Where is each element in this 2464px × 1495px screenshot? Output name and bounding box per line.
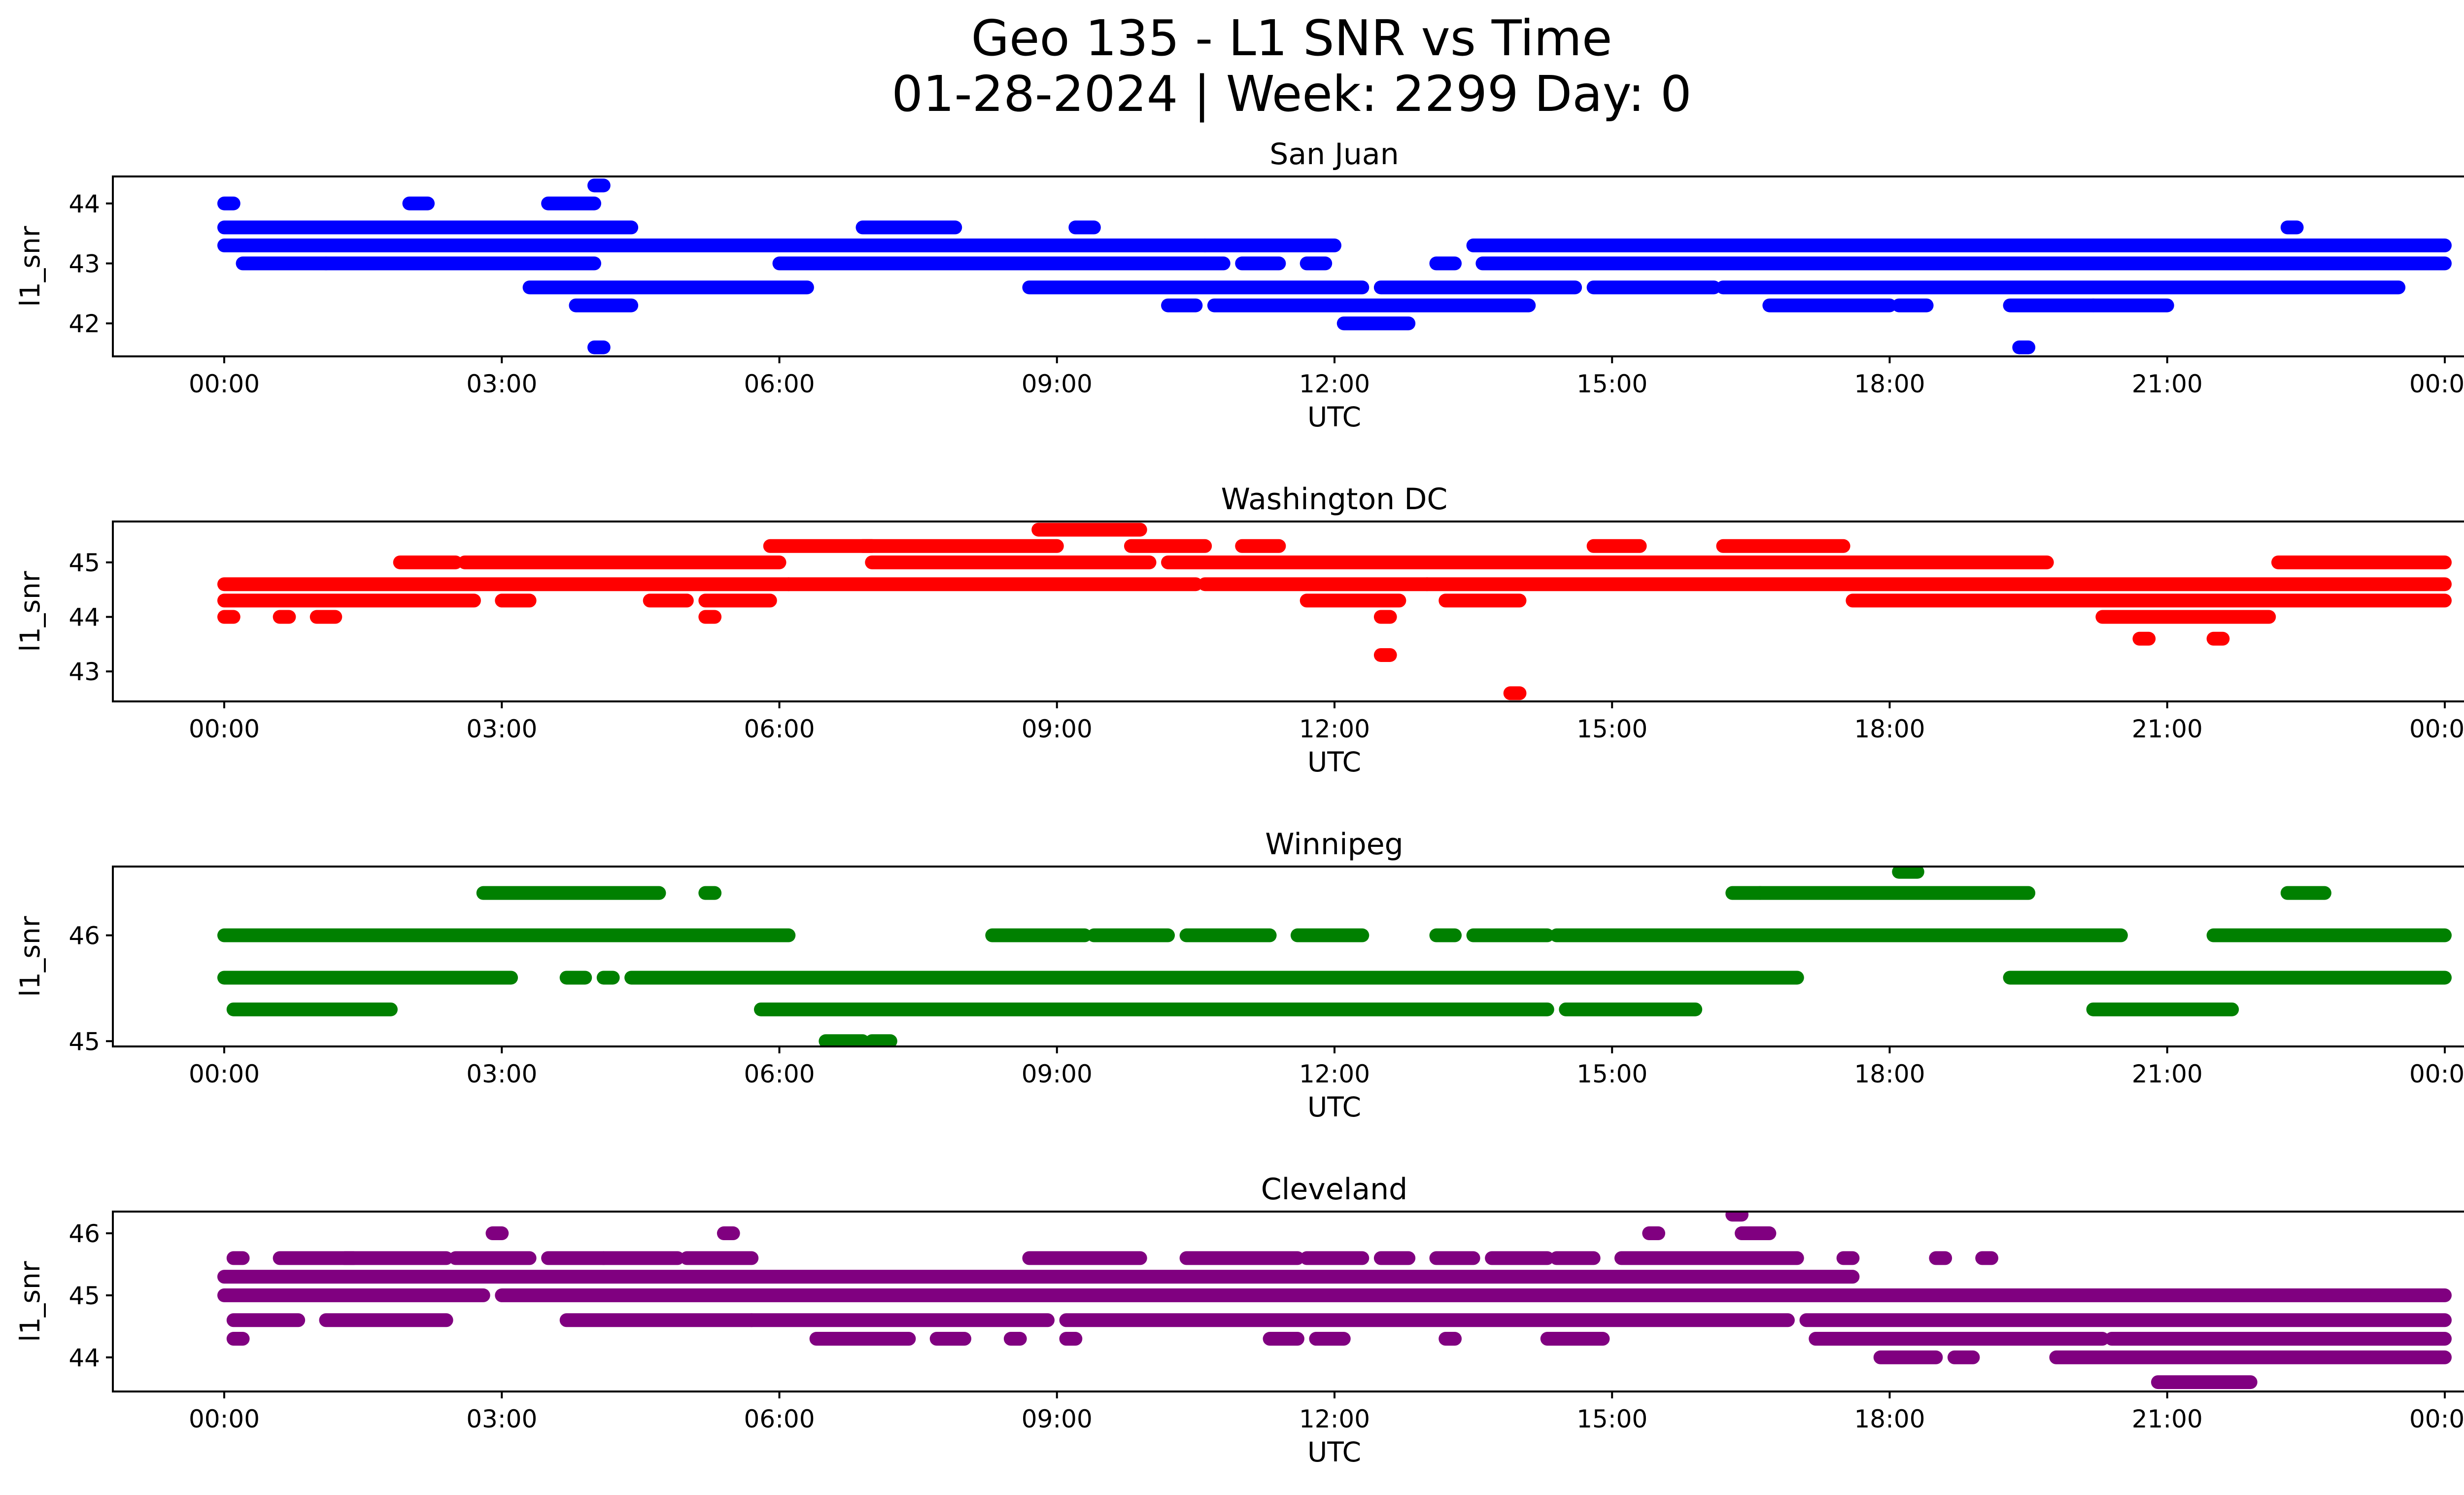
figure-title-line-1: Geo 135 - L1 SNR vs Time bbox=[971, 9, 1612, 67]
x-tick-label: 06:00 bbox=[744, 1060, 815, 1088]
y-tick-label: 46 bbox=[68, 922, 100, 950]
x-tick-label: 00:00 bbox=[2409, 1060, 2464, 1088]
x-tick-label: 00:00 bbox=[189, 1405, 260, 1433]
data-points bbox=[217, 178, 2452, 354]
subplot-title: San Juan bbox=[1269, 137, 1399, 172]
data-points bbox=[217, 522, 2452, 700]
x-tick-label: 15:00 bbox=[1576, 1060, 1647, 1088]
y-tick-label: 45 bbox=[68, 549, 100, 577]
y-tick-label: 46 bbox=[68, 1219, 100, 1248]
y-tick-label: 42 bbox=[68, 310, 100, 338]
subplot-winnipeg: Winnipeg 00:00 03:00 06:00 09:00 12:00 15:00 18… bbox=[14, 827, 2464, 1123]
x-tick-label: 12:00 bbox=[1299, 715, 1370, 743]
x-axis-label: UTC bbox=[1307, 746, 1361, 778]
x-tick-label: 06:00 bbox=[744, 715, 815, 743]
y-axis-label: l1_snr bbox=[14, 571, 46, 652]
x-tick-label: 21:00 bbox=[2132, 1405, 2203, 1433]
x-tick-label: 21:00 bbox=[2132, 1060, 2203, 1088]
subplot-title: Winnipeg bbox=[1265, 827, 1403, 862]
x-tick-label: 09:00 bbox=[1022, 370, 1093, 398]
plot-frame bbox=[112, 866, 2464, 1047]
y-axis-label: l1_snr bbox=[14, 1261, 46, 1342]
x-tick-label: 15:00 bbox=[1576, 715, 1647, 743]
x-tick-label: 18:00 bbox=[1854, 1405, 1925, 1433]
x-tick-label: 09:00 bbox=[1022, 715, 1093, 743]
x-tick-label: 03:00 bbox=[466, 370, 537, 398]
data-points bbox=[217, 1212, 2452, 1390]
x-tick-label: 12:00 bbox=[1299, 370, 1370, 398]
y-tick-label: 43 bbox=[68, 249, 100, 278]
x-tick-label: 12:00 bbox=[1299, 1060, 1370, 1088]
x-tick-label: 00:00 bbox=[2409, 1405, 2464, 1433]
x-tick-label: 00:00 bbox=[2409, 370, 2464, 398]
x-tick-label: 09:00 bbox=[1022, 1060, 1093, 1088]
x-tick-label: 18:00 bbox=[1854, 1060, 1925, 1088]
x-tick-label: 09:00 bbox=[1022, 1405, 1093, 1433]
x-tick-label: 18:00 bbox=[1854, 370, 1925, 398]
x-tick-label: 06:00 bbox=[744, 1405, 815, 1433]
x-tick-label: 21:00 bbox=[2132, 715, 2203, 743]
x-tick-label: 21:00 bbox=[2132, 370, 2203, 398]
x-tick-label: 12:00 bbox=[1299, 1405, 1370, 1433]
x-axis-label: UTC bbox=[1307, 401, 1361, 433]
x-tick-label: 06:00 bbox=[744, 370, 815, 398]
y-tick-label: 44 bbox=[68, 603, 100, 632]
x-tick-label: 03:00 bbox=[466, 715, 537, 743]
subplots: San Juan 00:00 03:00 06:00 09:00 12:00 15:00 18… bbox=[14, 137, 2464, 1468]
x-tick-label: 18:00 bbox=[1854, 715, 1925, 743]
data-points bbox=[217, 867, 2452, 1046]
subplot-title: Washington DC bbox=[1221, 482, 1448, 517]
y-axis-label: l1_snr bbox=[14, 226, 46, 307]
figure-title-line-2: 01-28-2024 | Week: 2299 Day: 0 bbox=[891, 65, 1691, 123]
y-tick-label: 44 bbox=[68, 190, 100, 218]
subplot-san-juan: San Juan 00:00 03:00 06:00 09:00 12:00 15:00 18… bbox=[14, 137, 2464, 433]
x-axis-label: UTC bbox=[1307, 1436, 1361, 1468]
x-tick-label: 15:00 bbox=[1576, 1405, 1647, 1433]
subplot-title: Cleveland bbox=[1261, 1172, 1407, 1207]
y-tick-label: 43 bbox=[68, 658, 100, 686]
y-tick-label: 45 bbox=[68, 1027, 100, 1056]
x-tick-label: 00:00 bbox=[2409, 715, 2464, 743]
x-tick-label: 00:00 bbox=[189, 1060, 260, 1088]
y-axis-label: l1_snr bbox=[14, 916, 46, 997]
y-tick-label: 45 bbox=[68, 1282, 100, 1310]
x-tick-label: 00:00 bbox=[189, 715, 260, 743]
x-tick-label: 15:00 bbox=[1576, 370, 1647, 398]
subplot-cleveland: Cleveland 00:00 03:00 06:00 09:00 12:00 15:00 1… bbox=[14, 1172, 2464, 1468]
x-axis-label: UTC bbox=[1307, 1091, 1361, 1123]
x-tick-label: 03:00 bbox=[466, 1060, 537, 1088]
x-tick-label: 00:00 bbox=[189, 370, 260, 398]
subplot-washington-dc: Washington DC 00:00 03:00 06:00 09:00 12:00 15… bbox=[14, 482, 2464, 778]
y-tick-label: 44 bbox=[68, 1344, 100, 1372]
x-tick-label: 03:00 bbox=[466, 1405, 537, 1433]
